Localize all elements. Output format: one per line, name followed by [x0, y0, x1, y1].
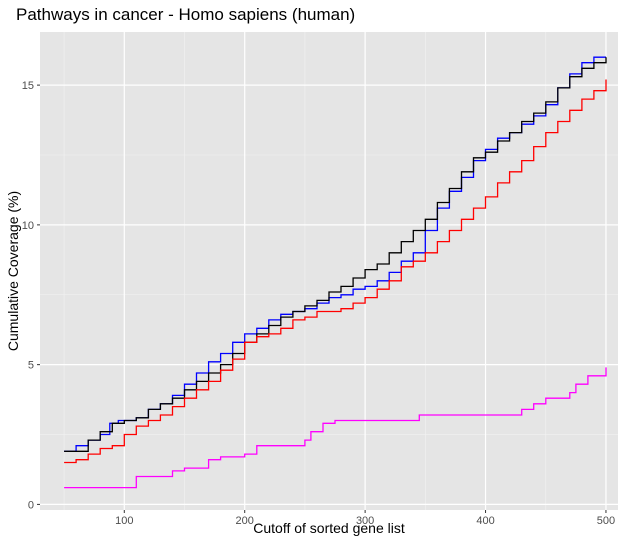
y-tick-label: 15: [22, 80, 34, 92]
y-tick-label: 0: [28, 499, 34, 511]
x-tick-label: 100: [115, 515, 133, 527]
plot-panel: [40, 32, 618, 510]
y-tick-label: 10: [22, 220, 34, 232]
series-line-4: [64, 367, 607, 489]
series-line-3: [64, 79, 607, 464]
x-tick-label: 400: [476, 515, 494, 527]
y-axis-title: Cumulative Coverage (%): [5, 191, 21, 351]
y-tick-label: 5: [28, 360, 34, 372]
series-lines: [64, 56, 607, 489]
chart-title: Pathways in cancer - Homo sapiens (human…: [16, 5, 356, 24]
x-tick-label: 500: [597, 515, 615, 527]
major-gridlines: [40, 32, 618, 510]
x-tick-label: 200: [236, 515, 254, 527]
series-line-2: [64, 57, 607, 452]
x-axis-title: Cutoff of sorted gene list: [253, 520, 405, 536]
axis-ticks: 100 200 300 400 500 0 5 10 15: [22, 80, 615, 527]
minor-gridlines: [40, 32, 618, 510]
x-tick-label: 300: [356, 515, 374, 527]
